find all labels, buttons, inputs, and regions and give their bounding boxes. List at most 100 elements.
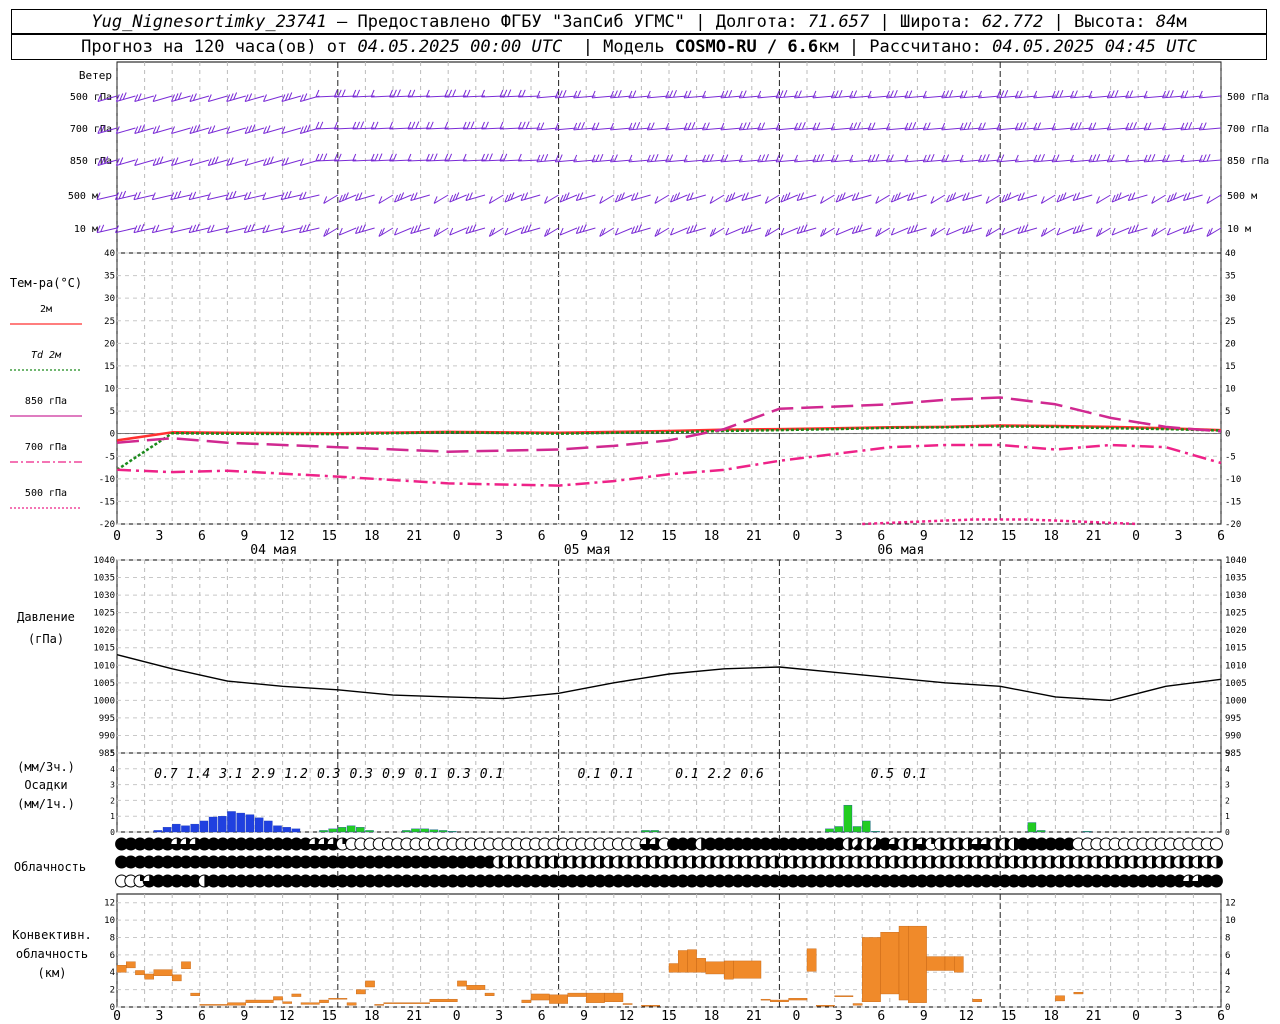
wind-barb-staff: [628, 95, 651, 99]
hour-label-conv: 21: [1086, 1009, 1102, 1024]
wind-barb-feather: [741, 226, 746, 234]
wind-barb-feather: [764, 196, 769, 204]
ytick-temp: 15: [104, 362, 115, 372]
wind-barb-feather: [764, 229, 769, 237]
wind-barb: [610, 90, 633, 99]
cloud-cover-sector: [649, 838, 662, 850]
wind-barb-feather: [591, 90, 596, 99]
wind-barb: [665, 154, 688, 163]
wind-barb: [189, 93, 210, 102]
wind-barb-feather: [232, 190, 237, 199]
wind-barb-feather: [709, 196, 714, 204]
wind-barb-feather: [250, 223, 255, 232]
wind-barb-feather: [620, 192, 625, 200]
wind-barb-staff: [960, 127, 982, 131]
wind-barb-feather: [724, 90, 729, 98]
wind-barb-staff: [207, 194, 228, 201]
wind-barb-feather: [631, 193, 635, 201]
wind-barb: [134, 124, 154, 134]
precip-bar: [411, 828, 420, 833]
wind-barb-feather: [229, 191, 233, 199]
wind-barb-feather: [1180, 122, 1185, 131]
wind-barb: [922, 122, 946, 131]
wind-barb-feather: [465, 193, 470, 201]
wind-barb-feather: [1125, 154, 1130, 163]
wind-barb-staff: [780, 227, 798, 236]
wind-barb-feather: [284, 157, 289, 165]
wind-barb-feather: [411, 89, 416, 97]
wind-barb-staff: [875, 227, 891, 237]
wind-barb-staff: [941, 95, 964, 99]
temp-series-line: [116, 396, 1222, 453]
wind-barb: [670, 227, 688, 236]
precip-total-label: 0.3: [447, 767, 470, 782]
wind-barb-staff: [757, 95, 780, 99]
wind-barb: [1001, 192, 1019, 203]
wind-barb: [133, 191, 154, 201]
hour-label-conv: 6: [538, 1009, 546, 1024]
ytick-prec: 0: [110, 828, 115, 837]
wind-barb-feather: [1040, 196, 1045, 204]
wind-barb-staff: [794, 127, 817, 131]
hour-label-conv: 0: [113, 1009, 121, 1024]
convective-bar: [668, 963, 679, 973]
wind-barb-feather: [962, 193, 967, 201]
wind-barb-feather: [985, 196, 990, 204]
wind-barb-staff: [886, 159, 909, 163]
wind-level-850hpa-right: 850 гПа: [1227, 156, 1269, 167]
wind-barb-feather: [634, 192, 639, 200]
precip-bar: [862, 820, 871, 833]
wind-barb: [820, 194, 835, 204]
wind-barb-feather: [930, 154, 935, 162]
wind-barb-staff: [1199, 95, 1222, 99]
wind-barb-feather: [207, 94, 212, 102]
wind-barb-staff: [907, 227, 927, 234]
wind-barb-feather: [527, 224, 532, 232]
wind-barb-feather: [1180, 90, 1185, 99]
wind-barb-staff: [244, 127, 265, 134]
wind-barb-feather: [173, 191, 178, 199]
hour-label-temp: 9: [920, 529, 928, 544]
wind-barb: [757, 154, 780, 163]
ytick-right-conv: 8: [1225, 933, 1230, 943]
wind-barb-staff: [930, 227, 946, 237]
wind-barb-feather: [1070, 90, 1074, 99]
wind-barb-feather: [595, 154, 600, 162]
wind-barb-feather: [134, 126, 139, 134]
convective-bar: [586, 992, 605, 1003]
wind-barb-feather: [1114, 193, 1119, 201]
wind-barb-staff: [1151, 194, 1167, 204]
wind-barb-staff: [720, 127, 743, 131]
wind-barb-feather: [907, 226, 911, 234]
wind-barb-staff: [686, 227, 706, 234]
wind-barb-feather: [244, 94, 249, 102]
wind-barb: [170, 225, 191, 234]
precip-bar: [843, 804, 853, 833]
hour-label-temp: 6: [1217, 529, 1225, 544]
wind-barb-staff: [1017, 194, 1038, 201]
wind-barb-feather: [712, 227, 717, 236]
wind-barb-feather: [720, 154, 725, 163]
wind-barb-staff: [573, 127, 596, 131]
wind-barb-feather: [742, 122, 747, 130]
wind-barb-feather: [499, 89, 504, 98]
wind-barb: [465, 224, 486, 234]
wind-barb-feather: [499, 153, 504, 162]
wind-barb-staff: [378, 194, 394, 204]
calc-label: | Рассчитано:: [838, 37, 993, 57]
ytick-conv: 4: [110, 968, 115, 978]
wind-barb-feather: [465, 226, 470, 234]
wind-barb-feather: [1059, 90, 1064, 98]
wind-barb-feather: [632, 90, 637, 98]
wind-barb-feather: [794, 90, 798, 99]
cloud-cover-symbol: [1209, 837, 1223, 851]
convective-bar: [862, 937, 881, 1002]
ytick-right-temp: 35: [1225, 272, 1236, 282]
wind-barb-feather: [1106, 154, 1111, 163]
wind-barb: [244, 158, 265, 166]
wind-barb: [1162, 90, 1185, 99]
wind-barb-feather: [797, 122, 802, 130]
hour-label-temp: 12: [619, 529, 635, 544]
wind-barb-feather: [949, 193, 954, 201]
wind-barb-staff: [849, 159, 872, 163]
